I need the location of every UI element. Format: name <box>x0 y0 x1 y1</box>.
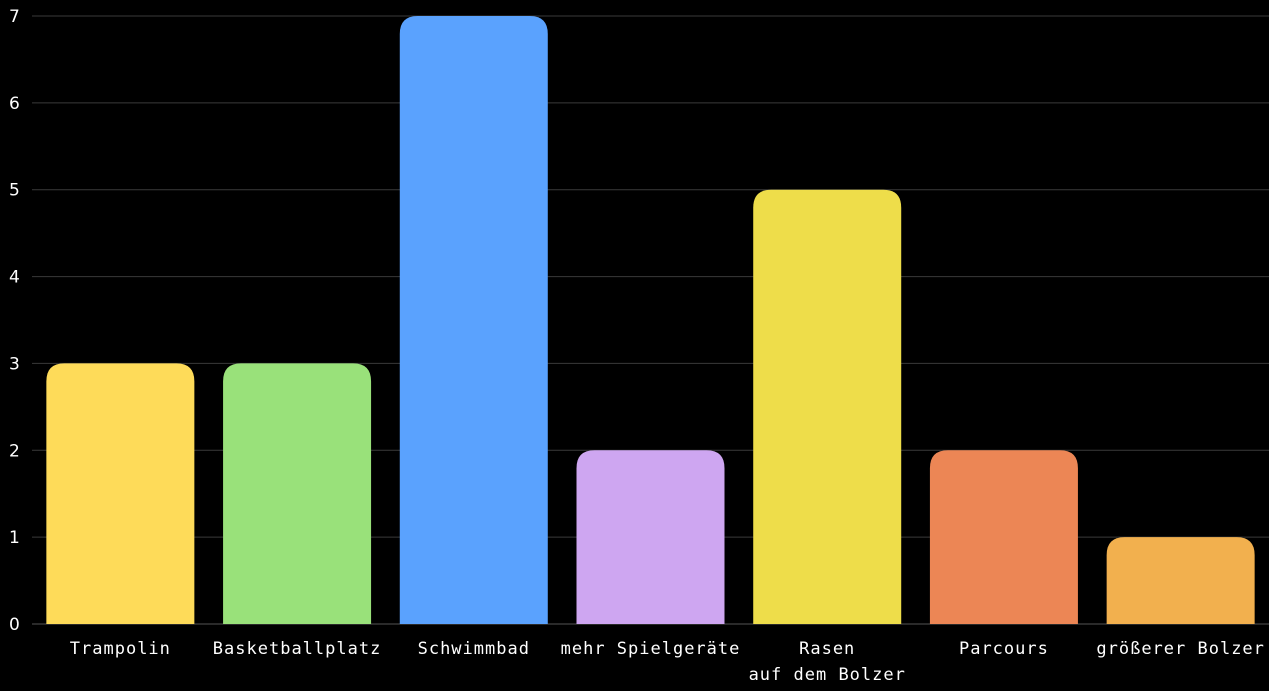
bar <box>223 363 372 624</box>
y-tick-label: 0 <box>9 615 20 635</box>
x-tick-label: Basketballplatz <box>213 639 382 659</box>
y-tick-label: 3 <box>9 354 20 374</box>
bar <box>929 450 1078 624</box>
bar <box>576 450 725 624</box>
x-tick-label: Parcours <box>959 639 1049 659</box>
x-tick-label: Schwimmbad <box>418 639 530 659</box>
x-tick-label: mehr Spielgeräte <box>561 639 741 659</box>
x-tick-label: Trampolin <box>70 639 171 659</box>
y-axis-tick-labels: 0 1 2 3 4 5 6 7 <box>9 7 20 635</box>
y-tick-label: 1 <box>9 528 20 548</box>
x-axis-tick-labels: Trampolin Basketballplatz Schwimmbad mehr S… <box>70 639 1265 685</box>
bar <box>399 16 548 624</box>
bar <box>46 363 195 624</box>
y-tick-label: 5 <box>9 181 20 201</box>
bars <box>46 16 1255 624</box>
bar <box>1106 537 1255 624</box>
x-tick-label: Rasen auf dem Bolzer <box>749 639 906 685</box>
bar <box>753 189 902 624</box>
x-tick-label: größerer Bolzer <box>1096 639 1265 659</box>
y-tick-label: 2 <box>9 441 20 461</box>
y-tick-label: 4 <box>9 268 20 288</box>
y-tick-label: 7 <box>9 7 20 27</box>
y-tick-label: 6 <box>9 94 20 114</box>
